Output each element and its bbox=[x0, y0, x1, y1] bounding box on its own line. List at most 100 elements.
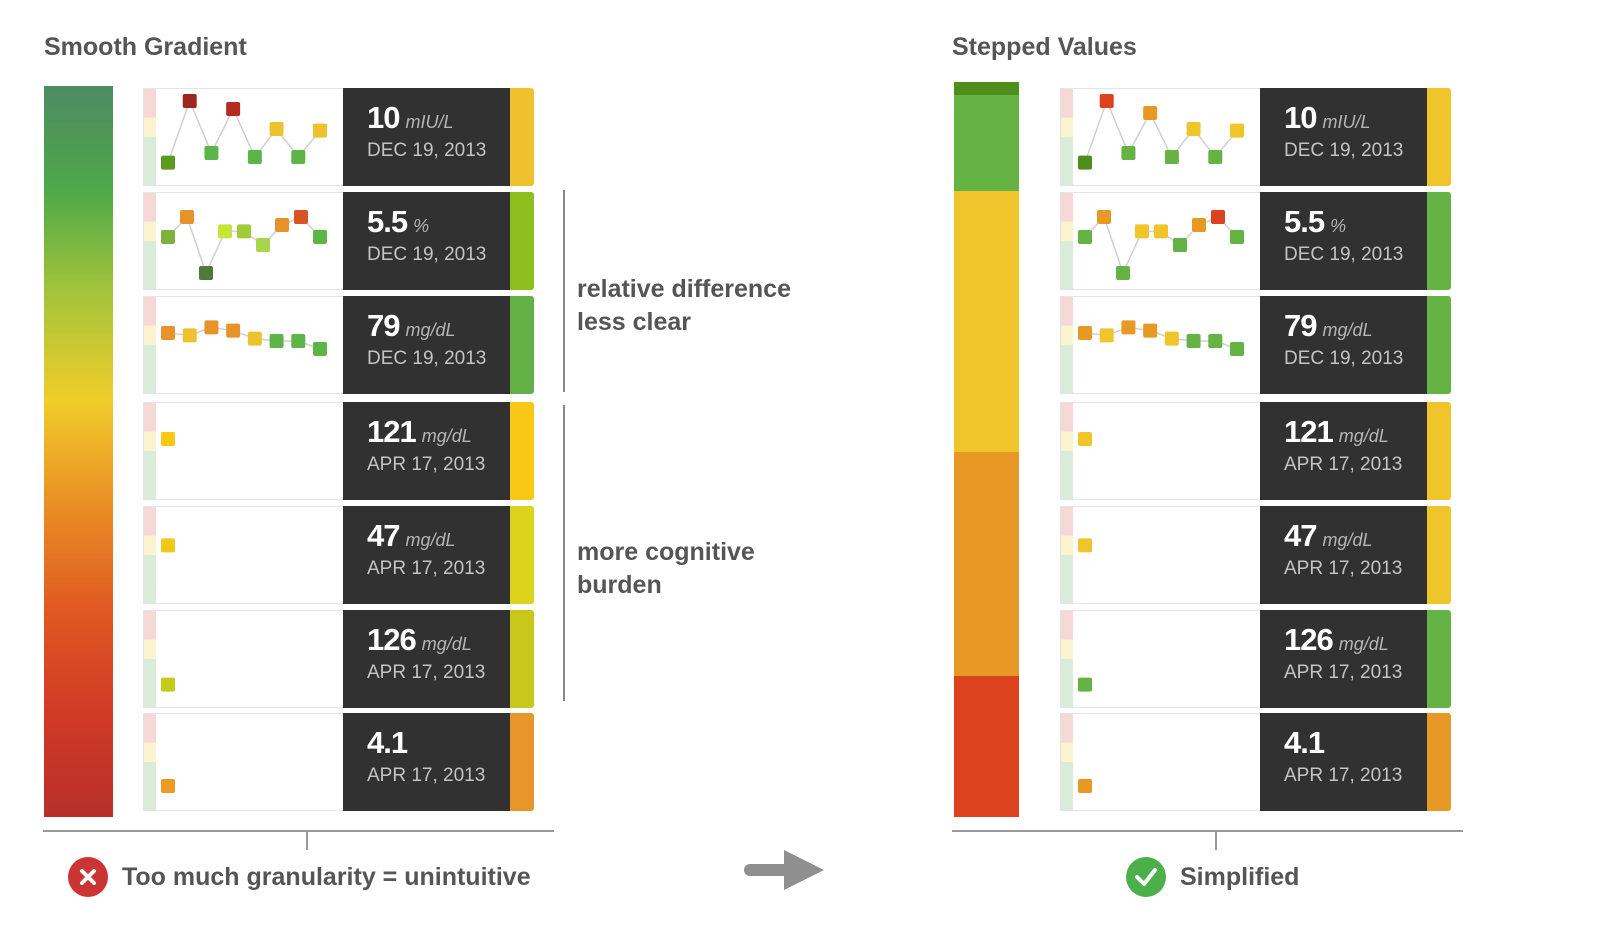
metric-info: 126 mg/dL APR 17, 2013 bbox=[1260, 610, 1427, 708]
range-band bbox=[1061, 241, 1073, 289]
sparkline bbox=[143, 713, 343, 811]
metric-value: 47 mg/dL bbox=[367, 518, 456, 554]
metric-card[interactable]: 126 mg/dL APR 17, 2013 bbox=[143, 610, 534, 708]
range-band bbox=[1061, 403, 1073, 432]
metric-info: 4.1 APR 17, 2013 bbox=[1260, 713, 1427, 811]
metric-value: 5.5% bbox=[1284, 204, 1346, 240]
range-band bbox=[1061, 762, 1073, 810]
range-band bbox=[144, 89, 156, 118]
metric-number: 47 bbox=[1284, 518, 1317, 553]
metric-value: 10 mIU/L bbox=[1284, 100, 1371, 136]
metric-unit: mg/dL bbox=[421, 634, 472, 654]
sparkline-point bbox=[1208, 150, 1223, 164]
sparkline bbox=[143, 506, 343, 604]
sparkline-point bbox=[256, 238, 270, 252]
sparkline-point bbox=[1186, 334, 1201, 348]
metric-card[interactable]: 5.5% DEC 19, 2013 bbox=[143, 192, 534, 290]
metric-info: 126 mg/dL APR 17, 2013 bbox=[343, 610, 510, 708]
sparkline-point bbox=[313, 342, 327, 356]
sparkline-point bbox=[218, 224, 232, 239]
metric-number: 4.1 bbox=[367, 725, 408, 760]
sparkline-point bbox=[313, 123, 327, 138]
metric-card[interactable]: 10 mIU/L DEC 19, 2013 bbox=[1060, 88, 1451, 186]
metric-unit: mIU/L bbox=[1322, 112, 1371, 132]
status-color-tab bbox=[510, 506, 534, 604]
range-band bbox=[144, 137, 156, 185]
status-color-tab bbox=[510, 88, 534, 186]
range-band bbox=[144, 639, 156, 659]
metric-unit: % bbox=[1330, 216, 1347, 236]
metric-card[interactable]: 5.5% DEC 19, 2013 bbox=[1060, 192, 1451, 290]
range-band bbox=[1061, 742, 1073, 762]
metric-card[interactable]: 126 mg/dL APR 17, 2013 bbox=[1060, 610, 1451, 708]
status-color-tab bbox=[510, 402, 534, 500]
range-band bbox=[1061, 221, 1073, 241]
metric-date: APR 17, 2013 bbox=[367, 558, 486, 579]
metric-unit: mg/dL bbox=[405, 320, 456, 340]
note-line: more cognitive bbox=[577, 538, 755, 566]
metric-value: 126 mg/dL bbox=[1284, 622, 1389, 658]
metric-date: APR 17, 2013 bbox=[1284, 558, 1403, 579]
range-band bbox=[144, 193, 156, 222]
right-arrow-icon bbox=[744, 848, 826, 897]
range-band bbox=[1061, 117, 1073, 137]
metric-unit: mg/dL bbox=[1322, 530, 1373, 550]
metric-unit: % bbox=[413, 216, 430, 236]
metric-card[interactable]: 4.1 APR 17, 2013 bbox=[1060, 713, 1451, 811]
note-relative-difference: relative difference less clear bbox=[577, 273, 791, 339]
metric-value: 121 mg/dL bbox=[1284, 414, 1389, 450]
metric-card[interactable]: 47 mg/dL APR 17, 2013 bbox=[1060, 506, 1451, 604]
range-band bbox=[1061, 89, 1073, 118]
stepped-values-title: Stepped Values bbox=[952, 33, 1137, 61]
sparkline-point bbox=[1135, 224, 1149, 239]
metric-card[interactable]: 4.1 APR 17, 2013 bbox=[143, 713, 534, 811]
metric-date: APR 17, 2013 bbox=[1284, 454, 1403, 475]
metric-card[interactable]: 10 mIU/L DEC 19, 2013 bbox=[143, 88, 534, 186]
range-band bbox=[144, 297, 156, 326]
range-band bbox=[144, 611, 156, 640]
scale-step bbox=[954, 95, 1019, 191]
status-color-tab bbox=[1427, 296, 1451, 394]
metric-card[interactable]: 79 mg/dL DEC 19, 2013 bbox=[1060, 296, 1451, 394]
range-band bbox=[1061, 507, 1073, 536]
metric-card[interactable]: 47 mg/dL APR 17, 2013 bbox=[143, 506, 534, 604]
metric-info: 10 mIU/L DEC 19, 2013 bbox=[1260, 88, 1427, 186]
metric-date: DEC 19, 2013 bbox=[367, 348, 487, 369]
range-band bbox=[144, 325, 156, 345]
sparkline-point bbox=[1192, 218, 1206, 232]
range-band bbox=[144, 221, 156, 241]
status-color-tab bbox=[1427, 713, 1451, 811]
range-band bbox=[144, 742, 156, 762]
sparkline-point bbox=[1078, 677, 1092, 692]
metric-card[interactable]: 121 mg/dL APR 17, 2013 bbox=[1060, 402, 1451, 500]
metric-card[interactable]: 79 mg/dL DEC 19, 2013 bbox=[143, 296, 534, 394]
metric-unit: mg/dL bbox=[1338, 634, 1389, 654]
sparkline-point bbox=[180, 210, 194, 224]
scale-step bbox=[954, 451, 1019, 676]
status-color-tab bbox=[1427, 610, 1451, 708]
sparkline-point bbox=[1164, 331, 1179, 346]
sparkline-point bbox=[1154, 224, 1168, 239]
metric-value: 79 mg/dL bbox=[1284, 308, 1373, 344]
smooth-gradient-scale bbox=[44, 86, 113, 817]
sparkline-point bbox=[161, 230, 175, 244]
metric-unit: mg/dL bbox=[405, 530, 456, 550]
status-color-tab bbox=[510, 713, 534, 811]
metric-info: 5.5% DEC 19, 2013 bbox=[343, 192, 510, 290]
range-band bbox=[144, 117, 156, 137]
range-band bbox=[1061, 611, 1073, 640]
sparkline-point bbox=[1230, 342, 1244, 356]
metric-value: 4.1 bbox=[1284, 725, 1330, 761]
sparkline-point bbox=[291, 334, 306, 348]
metric-number: 121 bbox=[367, 414, 417, 449]
sparkline bbox=[143, 402, 343, 500]
metric-info: 79 mg/dL DEC 19, 2013 bbox=[343, 296, 510, 394]
left-footer: Too much granularity = unintuitive bbox=[68, 857, 531, 897]
sparkline-point bbox=[182, 94, 197, 108]
range-band bbox=[1061, 451, 1073, 499]
sparkline bbox=[143, 610, 343, 708]
sparkline bbox=[143, 192, 343, 290]
metric-card[interactable]: 121 mg/dL APR 17, 2013 bbox=[143, 402, 534, 500]
note-cognitive-burden: more cognitive burden bbox=[577, 536, 755, 602]
metric-number: 126 bbox=[367, 622, 417, 657]
